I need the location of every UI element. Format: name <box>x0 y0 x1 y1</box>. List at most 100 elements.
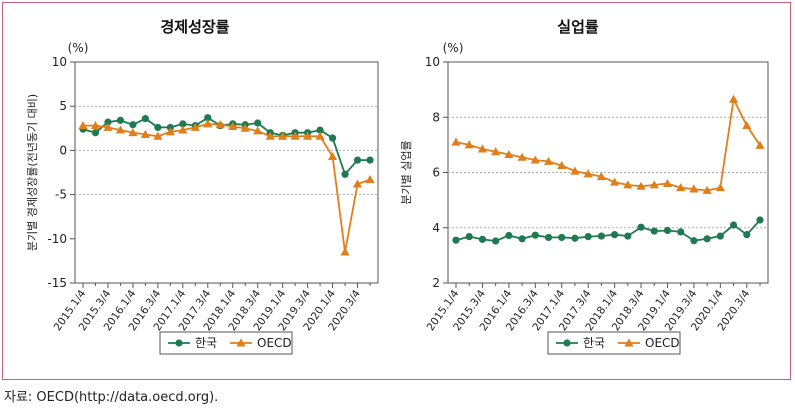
data-point-korea <box>716 232 724 240</box>
data-point-korea <box>505 231 513 240</box>
y-axis-label: 분기별 실업률 <box>400 140 413 204</box>
data-point-korea <box>544 233 553 242</box>
data-point-korea <box>584 232 592 241</box>
data-point-oecd <box>115 125 126 134</box>
y-unit-label: (%) <box>68 41 89 55</box>
data-point-korea <box>104 118 112 126</box>
legend-marker-korea <box>563 339 571 347</box>
y-tick-label: 0 <box>59 143 67 157</box>
unemployment-chart: 실업률(%)분기별 실업률2468102015.1/42015.3/42016.… <box>400 18 769 355</box>
data-point-korea <box>637 223 645 231</box>
y-tick-label: -5 <box>55 188 67 202</box>
data-point-oecd <box>543 156 554 165</box>
data-point-oecd <box>90 121 101 130</box>
data-point-korea <box>129 121 137 129</box>
data-point-korea <box>611 231 619 239</box>
data-point-oecd <box>240 123 250 132</box>
legend-box <box>159 331 293 355</box>
data-point-korea <box>328 134 337 142</box>
data-point-korea <box>204 114 212 122</box>
data-point-oecd <box>165 127 175 136</box>
data-point-korea <box>366 156 374 164</box>
data-point-oecd <box>265 131 275 140</box>
data-point-korea <box>154 123 162 132</box>
data-point-oecd <box>570 166 580 175</box>
data-point-korea <box>179 120 187 128</box>
legend-label-oecd: OECD <box>645 336 680 350</box>
data-point-oecd <box>477 144 488 153</box>
figure-frame <box>2 2 791 380</box>
data-point-oecd <box>610 177 620 186</box>
data-point-oecd <box>464 140 474 149</box>
data-point-korea <box>492 237 500 245</box>
data-point-oecd <box>689 184 699 193</box>
data-point-korea <box>341 170 349 178</box>
data-point-korea <box>518 235 526 243</box>
data-point-oecd <box>228 121 238 130</box>
data-point-korea <box>478 235 487 243</box>
legend-marker-oecd <box>236 338 246 347</box>
data-point-korea <box>558 233 566 242</box>
legend-label-oecd: OECD <box>257 336 292 350</box>
data-point-oecd <box>517 152 527 161</box>
data-point-oecd <box>190 122 200 131</box>
chart-title: 경제성장률 <box>160 18 229 36</box>
data-point-korea <box>743 231 751 239</box>
data-point-oecd <box>365 174 375 184</box>
data-point-oecd <box>178 125 188 134</box>
growth-chart: 경제성장률(%)분기별 경제성장률(전년동기 대비)-15-10-5051020… <box>26 18 379 355</box>
data-point-korea <box>116 116 125 124</box>
data-point-korea <box>316 126 324 134</box>
data-point-korea <box>729 221 738 229</box>
data-point-korea <box>690 237 698 245</box>
legend-label-korea: 한국 <box>583 336 605 350</box>
data-point-oecd <box>715 183 725 192</box>
data-point-oecd <box>504 149 514 158</box>
data-point-oecd <box>327 151 338 161</box>
data-point-oecd <box>253 126 263 135</box>
data-point-oecd <box>649 180 659 189</box>
source-note: 자료: OECD(http://data.oecd.org). <box>4 390 219 405</box>
legend-marker-korea <box>175 339 183 347</box>
data-point-oecd <box>755 140 765 149</box>
y-tick-label: 10 <box>52 55 67 69</box>
data-point-korea <box>465 232 473 241</box>
series-line-oecd <box>83 122 371 253</box>
legend-box <box>547 331 681 355</box>
legend-label-korea: 한국 <box>195 336 217 350</box>
data-point-oecd <box>103 122 113 131</box>
series-line-oecd <box>455 96 761 192</box>
y-axis-label: 분기별 경제성장률(전년동기 대비) <box>26 94 39 251</box>
data-point-korea <box>254 119 262 127</box>
data-point-oecd <box>596 172 606 181</box>
data-point-oecd <box>702 185 712 194</box>
chart-title: 실업률 <box>557 18 599 36</box>
data-point-oecd <box>128 128 138 137</box>
y-tick-label: -15 <box>47 276 67 290</box>
legend-marker-oecd <box>624 338 634 347</box>
data-point-korea <box>663 226 672 235</box>
data-point-korea <box>571 234 579 242</box>
y-tick-label: -10 <box>47 232 67 246</box>
y-tick-label: 6 <box>432 166 440 180</box>
data-point-oecd <box>352 179 363 188</box>
data-point-oecd <box>451 137 461 146</box>
data-point-oecd <box>557 160 567 170</box>
data-point-oecd <box>278 131 288 140</box>
data-point-oecd <box>140 129 150 138</box>
data-point-oecd <box>290 131 300 140</box>
data-point-oecd <box>303 131 313 140</box>
data-point-oecd <box>315 131 325 140</box>
data-point-oecd <box>636 181 646 190</box>
y-unit-label: (%) <box>443 41 464 55</box>
data-point-oecd <box>215 120 225 129</box>
y-tick-label: 4 <box>432 221 440 235</box>
data-point-oecd <box>78 121 88 130</box>
data-point-korea <box>756 216 764 224</box>
data-point-oecd <box>203 119 213 128</box>
data-point-korea <box>677 228 685 236</box>
data-point-korea <box>91 129 100 137</box>
data-point-korea <box>452 236 460 244</box>
data-point-korea <box>353 156 362 164</box>
data-point-oecd <box>728 94 739 103</box>
